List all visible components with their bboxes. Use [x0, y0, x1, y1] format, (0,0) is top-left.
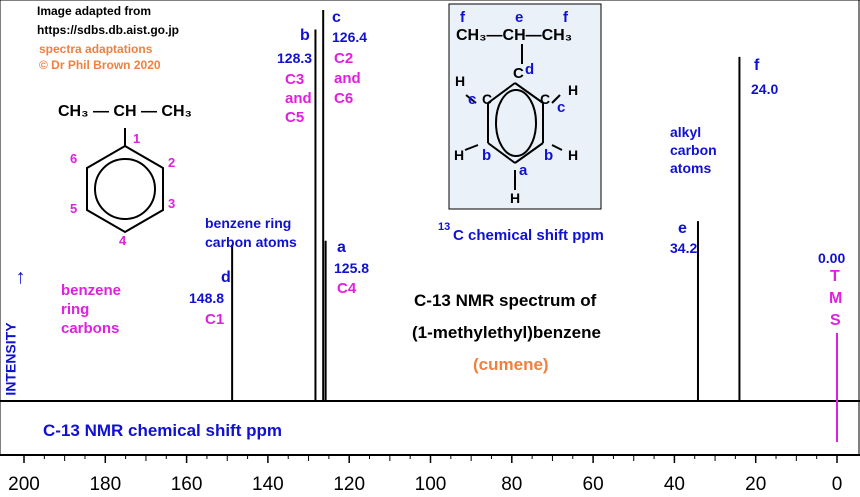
peak-a-carbon: C4	[337, 280, 357, 297]
x-tick-label: 160	[171, 474, 203, 495]
box-f-left: f	[460, 9, 465, 26]
peak-b-and: and	[285, 90, 312, 107]
benzene-carbons-line-3: carbons	[61, 320, 120, 337]
ring-num-5: 5	[70, 201, 78, 216]
tms-value: 0.00	[818, 250, 846, 266]
benzene-ring-atoms-line-2: carbon atoms	[205, 234, 297, 250]
peak-a-letter: a	[337, 239, 346, 256]
box-h-top-left: H	[455, 73, 466, 89]
title-line-2: (1-methylethyl)benzene	[412, 323, 601, 342]
box-h-bottom: H	[510, 190, 521, 206]
peak-b-carbon-1: C3	[285, 71, 305, 88]
x-tick-label: 120	[333, 474, 365, 495]
box-ring	[464, 44, 563, 190]
box-d: d	[525, 61, 535, 78]
peak-c-carbon-2: C6	[334, 90, 354, 107]
peak-a-shift: 125.8	[334, 260, 370, 276]
box-f-right: f	[563, 9, 568, 26]
box-cd: C	[513, 65, 524, 82]
tms-letter-m: M	[829, 290, 843, 307]
adapt-line-1: spectra adaptations	[39, 42, 153, 56]
adapt-line-2: © Dr Phil Brown 2020	[39, 58, 161, 72]
peak-c-carbon-1: C2	[334, 50, 354, 67]
x-tick-label: 60	[583, 474, 604, 495]
left-ring	[86, 128, 164, 234]
peak-b-shift: 128.3	[277, 50, 313, 66]
credit-line-2: https://sdbs.db.aist.go.jp	[37, 23, 179, 37]
box-h-top-right: H	[568, 82, 579, 98]
box-h-bottom-left: H	[454, 147, 465, 163]
title-line-1: C-13 NMR spectrum of	[414, 291, 597, 310]
center-label-sup: 13	[438, 221, 451, 233]
benzene-ring-atoms-line-1: benzene ring	[205, 215, 292, 231]
x-tick-label: 100	[415, 474, 447, 495]
box-a: a	[519, 162, 528, 179]
x-tick-label: 40	[664, 474, 685, 495]
ring-num-4: 4	[119, 233, 127, 248]
peak-e-letter: e	[678, 220, 687, 237]
peak-c-letter: c	[332, 9, 341, 26]
ring-num-2: 2	[168, 155, 176, 170]
y-axis-label: INTENSITY	[2, 322, 19, 396]
alkyl-line-1: alkyl	[670, 124, 702, 140]
peak-b-carbon-2: C5	[285, 109, 305, 126]
tms-letter-s: S	[830, 312, 841, 329]
x-tick-label: 180	[89, 474, 121, 495]
left-structure-top: CH₃ — CH — CH₃	[58, 103, 192, 120]
ring-num-3: 3	[168, 196, 176, 211]
x-axis-label: C-13 NMR chemical shift ppm	[43, 421, 282, 440]
box-e: e	[515, 9, 524, 26]
box-c-left: c	[468, 91, 477, 108]
ring-num-1: 1	[133, 131, 141, 146]
benzene-carbons-line-1: benzene	[61, 282, 122, 299]
x-tick-label: 200	[8, 474, 40, 495]
title-line-3: (cumene)	[473, 355, 549, 374]
box-top-formula: CH₃—CH—CH₃	[456, 27, 573, 44]
alkyl-line-2: carbon	[670, 142, 717, 158]
peak-group	[231, 10, 741, 401]
peak-e-shift: 34.2	[670, 240, 698, 256]
box-c-right: c	[557, 99, 566, 116]
peak-c-and: and	[334, 70, 361, 87]
box-c-atom-right: C	[540, 91, 551, 107]
structure-box	[448, 3, 602, 210]
box-h-bottom-right: H	[568, 147, 579, 163]
alkyl-line-3: atoms	[670, 160, 712, 176]
box-b-left: b	[482, 147, 492, 164]
y-axis-arrow-icon: →	[7, 268, 29, 288]
peak-d-shift: 148.8	[189, 290, 225, 306]
peak-f-letter: f	[754, 57, 760, 74]
x-tick-label: 20	[745, 474, 766, 495]
x-tick-label: 80	[501, 474, 522, 495]
peak-c-shift: 126.4	[332, 29, 368, 45]
peak-b-letter: b	[300, 27, 310, 44]
peak-d-letter: d	[221, 269, 231, 286]
x-tick-label: 140	[252, 474, 284, 495]
tms-letter-t: T	[830, 268, 840, 285]
center-label-main: C chemical shift ppm	[453, 227, 604, 244]
peak-f-shift: 24.0	[751, 81, 779, 97]
peak-d-carbon: C1	[205, 311, 225, 328]
credit-line-1: Image adapted from	[37, 4, 152, 18]
tick-group: 200 180 160 140 120 100 80 60 40 20 0	[8, 455, 842, 495]
ring-num-6: 6	[70, 151, 78, 166]
benzene-carbons-line-2: ring	[61, 301, 90, 318]
box-c-atom-left: C	[482, 91, 493, 107]
box-b-right: b	[544, 147, 554, 164]
x-tick-label: 0	[832, 474, 843, 495]
